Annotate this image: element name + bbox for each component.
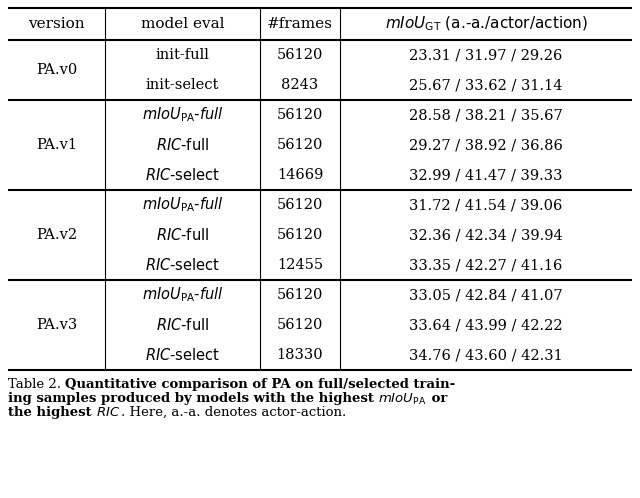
Text: $\it{RIC}$-select: $\it{RIC}$-select: [145, 257, 220, 273]
Text: $\it{RIC}$-select: $\it{RIC}$-select: [145, 347, 220, 363]
Text: 34.76 / 43.60 / 42.31: 34.76 / 43.60 / 42.31: [409, 348, 563, 362]
Text: init-full: init-full: [156, 48, 209, 62]
Text: #frames: #frames: [267, 17, 333, 31]
Text: $\it{RIC}$-full: $\it{RIC}$-full: [156, 137, 209, 153]
Text: 56120: 56120: [277, 228, 323, 242]
Text: version: version: [28, 17, 85, 31]
Text: 18330: 18330: [276, 348, 323, 362]
Text: Table 2.: Table 2.: [8, 378, 65, 391]
Text: PA.v0: PA.v0: [36, 63, 77, 77]
Text: init-select: init-select: [146, 78, 219, 92]
Text: 12455: 12455: [277, 258, 323, 272]
Text: 23.31 / 31.97 / 29.26: 23.31 / 31.97 / 29.26: [410, 48, 563, 62]
Text: 33.35 / 42.27 / 41.16: 33.35 / 42.27 / 41.16: [410, 258, 563, 272]
Text: $mIoU_{\mathrm{PA}}$-full: $mIoU_{\mathrm{PA}}$-full: [141, 196, 223, 214]
Text: $\it{RIC}$-full: $\it{RIC}$-full: [156, 317, 209, 333]
Text: . Here, a.-a. denotes actor-action.: . Here, a.-a. denotes actor-action.: [120, 406, 346, 419]
Text: 33.64 / 43.99 / 42.22: 33.64 / 43.99 / 42.22: [409, 318, 563, 332]
Text: ing samples produced by models with the highest: ing samples produced by models with the …: [8, 392, 378, 405]
Text: 32.36 / 42.34 / 39.94: 32.36 / 42.34 / 39.94: [409, 228, 563, 242]
Text: 8243: 8243: [282, 78, 319, 92]
Text: 56120: 56120: [277, 48, 323, 62]
Text: $\it{RIC}$-select: $\it{RIC}$-select: [145, 167, 220, 183]
Text: 29.27 / 38.92 / 36.86: 29.27 / 38.92 / 36.86: [409, 138, 563, 152]
Text: 56120: 56120: [277, 138, 323, 152]
Text: 31.72 / 41.54 / 39.06: 31.72 / 41.54 / 39.06: [410, 198, 563, 212]
Text: 14669: 14669: [277, 168, 323, 182]
Text: 56120: 56120: [277, 318, 323, 332]
Text: 25.67 / 33.62 / 31.14: 25.67 / 33.62 / 31.14: [409, 78, 563, 92]
Text: the highest: the highest: [8, 406, 96, 419]
Text: PA.v1: PA.v1: [36, 138, 77, 152]
Text: $mIoU_{\mathrm{GT}}$ (a.-a./actor/action): $mIoU_{\mathrm{GT}}$ (a.-a./actor/action…: [385, 15, 588, 33]
Text: 33.05 / 42.84 / 41.07: 33.05 / 42.84 / 41.07: [409, 288, 563, 302]
Text: 56120: 56120: [277, 288, 323, 302]
Text: model eval: model eval: [141, 17, 224, 31]
Text: 56120: 56120: [277, 108, 323, 122]
Text: Quantitative comparison of PA on full/selected train-: Quantitative comparison of PA on full/se…: [65, 378, 456, 391]
Text: $\it{RIC}$: $\it{RIC}$: [96, 406, 120, 419]
Text: $\it{RIC}$-full: $\it{RIC}$-full: [156, 227, 209, 243]
Text: $mIoU_{\mathrm{PA}}$: $mIoU_{\mathrm{PA}}$: [378, 392, 427, 407]
Text: 28.58 / 38.21 / 35.67: 28.58 / 38.21 / 35.67: [409, 108, 563, 122]
Text: PA.v3: PA.v3: [36, 318, 77, 332]
Text: 56120: 56120: [277, 198, 323, 212]
Text: 32.99 / 41.47 / 39.33: 32.99 / 41.47 / 39.33: [409, 168, 563, 182]
Text: $mIoU_{\mathrm{PA}}$-full: $mIoU_{\mathrm{PA}}$-full: [141, 106, 223, 124]
Text: $mIoU_{\mathrm{PA}}$-full: $mIoU_{\mathrm{PA}}$-full: [141, 286, 223, 304]
Text: PA.v2: PA.v2: [36, 228, 77, 242]
Text: or: or: [427, 392, 447, 405]
